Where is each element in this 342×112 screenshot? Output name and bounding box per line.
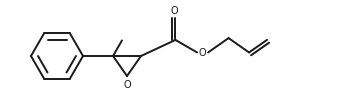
Text: O: O (123, 80, 131, 90)
Text: O: O (170, 6, 178, 16)
Text: O: O (198, 48, 206, 58)
